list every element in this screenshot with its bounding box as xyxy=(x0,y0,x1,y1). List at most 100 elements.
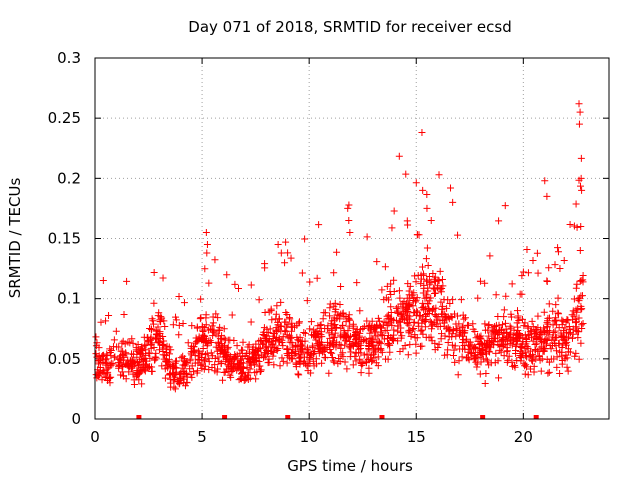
data-point xyxy=(270,361,278,369)
data-point xyxy=(418,326,426,334)
data-point xyxy=(575,314,583,322)
data-point xyxy=(159,274,167,282)
data-point xyxy=(183,373,191,381)
data-point xyxy=(545,368,553,376)
data-point xyxy=(341,337,349,345)
data-point xyxy=(160,317,168,325)
data-point xyxy=(145,364,153,372)
data-point xyxy=(577,182,585,190)
data-point xyxy=(237,365,245,373)
data-point xyxy=(287,254,295,262)
data-point xyxy=(528,317,536,325)
data-point xyxy=(147,333,155,341)
data-point xyxy=(514,323,522,331)
data-point xyxy=(356,329,364,337)
data-point xyxy=(346,228,354,236)
data-point xyxy=(503,328,511,336)
y-tick-label: 0.1 xyxy=(57,290,81,308)
data-point xyxy=(139,363,147,371)
data-point xyxy=(457,296,465,304)
data-point xyxy=(99,277,107,285)
data-point xyxy=(495,217,503,225)
data-point xyxy=(141,342,149,350)
data-point xyxy=(212,310,220,318)
data-point xyxy=(418,263,426,271)
data-point xyxy=(250,361,258,369)
data-point xyxy=(394,309,402,317)
data-point xyxy=(257,367,265,375)
data-point xyxy=(521,319,529,327)
data-point xyxy=(577,222,585,230)
data-point xyxy=(438,330,446,338)
data-point xyxy=(334,360,342,368)
data-point xyxy=(577,302,585,310)
data-point xyxy=(489,330,497,338)
data-point xyxy=(344,314,352,322)
data-point xyxy=(374,314,382,322)
gap-markers xyxy=(136,415,539,419)
data-point xyxy=(231,280,239,288)
data-point xyxy=(317,341,325,349)
data-point xyxy=(577,154,585,162)
data-point xyxy=(196,315,204,323)
data-point xyxy=(533,328,541,336)
data-point xyxy=(484,357,492,365)
x-axis-label: GPS time / hours xyxy=(287,457,413,475)
data-point xyxy=(413,308,421,316)
data-point xyxy=(204,326,212,334)
data-point xyxy=(98,376,106,384)
data-point xyxy=(551,334,559,342)
data-point xyxy=(184,339,192,347)
data-point xyxy=(404,351,412,359)
data-point xyxy=(380,296,388,304)
data-point xyxy=(233,366,241,374)
data-point xyxy=(197,314,205,322)
data-point xyxy=(412,340,420,348)
data-point xyxy=(529,337,537,345)
data-point xyxy=(556,369,564,377)
data-point xyxy=(165,350,173,358)
gap-marker xyxy=(222,415,228,419)
data-point xyxy=(459,322,467,330)
data-point xyxy=(268,347,276,355)
data-point xyxy=(539,339,547,347)
data-point xyxy=(432,277,440,285)
data-point xyxy=(99,368,107,376)
data-point xyxy=(551,327,559,335)
data-point xyxy=(295,371,303,379)
data-point xyxy=(454,371,462,379)
data-point xyxy=(239,369,247,377)
data-point xyxy=(120,353,128,361)
data-point xyxy=(554,244,562,252)
data-point xyxy=(388,321,396,329)
data-point xyxy=(353,279,361,287)
data-point xyxy=(188,322,196,330)
data-point xyxy=(393,309,401,317)
data-point xyxy=(161,374,169,382)
data-point xyxy=(543,192,551,200)
data-point xyxy=(255,344,263,352)
data-point xyxy=(336,300,344,308)
data-point xyxy=(119,372,127,380)
data-point xyxy=(197,295,205,303)
data-point xyxy=(250,356,258,364)
data-point xyxy=(294,370,302,378)
data-point xyxy=(92,350,100,358)
data-point xyxy=(426,317,434,325)
gap-marker xyxy=(533,415,539,419)
data-point xyxy=(156,339,164,347)
data-point xyxy=(425,273,433,280)
data-point xyxy=(239,338,247,346)
data-point xyxy=(422,277,430,285)
data-point xyxy=(527,365,535,373)
data-point xyxy=(219,376,227,384)
data-point xyxy=(485,321,493,329)
data-point xyxy=(353,340,361,348)
data-point xyxy=(257,366,265,374)
data-point xyxy=(129,358,137,366)
data-point xyxy=(212,330,220,338)
data-point xyxy=(346,316,354,324)
data-point xyxy=(477,358,485,366)
data-point xyxy=(385,340,393,348)
data-point xyxy=(500,313,508,321)
